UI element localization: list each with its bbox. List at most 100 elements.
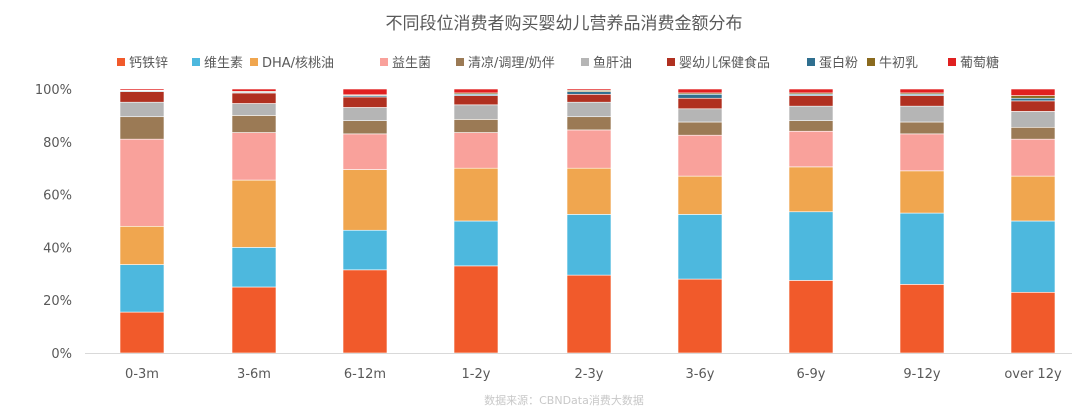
bar-segment (899, 170, 945, 214)
bar-segment (453, 88, 499, 94)
bar-segment (566, 167, 612, 215)
bar-segment (677, 93, 723, 99)
bar-segment (677, 214, 723, 280)
bar-segment (119, 101, 165, 118)
bar-segment (788, 130, 834, 168)
bar-segment (119, 311, 165, 354)
bar-segment (566, 274, 612, 354)
bar-stack (231, 88, 277, 354)
bar-segment (677, 88, 723, 94)
x-tick-label: 2-3y (575, 367, 604, 382)
bar-stack (453, 88, 499, 354)
x-tick-label: 9-12y (903, 367, 941, 382)
bar-segment (788, 211, 834, 281)
bar-segment (453, 104, 499, 120)
x-tick-label: 6-9y (797, 367, 826, 382)
legend-label: 清凉/调理/奶伴 (468, 56, 555, 71)
x-tick-label: 1-2y (462, 367, 491, 382)
legend-item: 牛初乳 (867, 56, 918, 71)
legend-label: 婴幼儿保健食品 (679, 55, 770, 71)
legend-item: 婴幼儿保健食品 (667, 55, 770, 71)
bar-segment (677, 134, 723, 177)
bars (119, 88, 1056, 354)
y-tick-label: 100% (35, 83, 72, 98)
bar-segment (453, 265, 499, 354)
bar-segment (899, 105, 945, 123)
x-tick-label: 3-6y (686, 367, 715, 382)
x-tick-label: 6-12m (344, 367, 386, 382)
bar-segment (566, 116, 612, 131)
legend-item: 维生素 (192, 56, 243, 71)
bar-segment (231, 92, 277, 104)
bar-segment (342, 169, 388, 231)
legend-swatch (250, 58, 258, 66)
bar-stack (1010, 88, 1056, 354)
bar-segment (231, 88, 277, 92)
bar-segment (1010, 220, 1056, 293)
bar-segment (119, 264, 165, 313)
bar-segment (231, 115, 277, 133)
legend-label: 益生菌 (392, 56, 431, 71)
bar-stack (119, 88, 165, 354)
bar-segment (1010, 138, 1056, 177)
bar-segment (342, 88, 388, 96)
bar-segment (788, 166, 834, 213)
bar-segment (566, 88, 612, 91)
legend-swatch (192, 58, 200, 66)
bar-segment (231, 247, 277, 288)
chart-source: 数据来源：CBNData消费大数据 (484, 393, 644, 407)
legend-swatch (867, 58, 875, 66)
bar-segment (342, 120, 388, 135)
bar-segment (899, 133, 945, 172)
bar-segment (1010, 95, 1056, 99)
bar-stack (899, 88, 945, 354)
bar-stack (788, 88, 834, 354)
bar-segment (677, 175, 723, 215)
bar-segment (231, 179, 277, 248)
bar-segment (342, 96, 388, 108)
chart-title: 不同段位消费者购买婴幼儿营养品消费金额分布 (386, 14, 743, 34)
bar-segment (1010, 100, 1056, 112)
bar-segment (231, 286, 277, 354)
bar-segment (342, 107, 388, 121)
bar-segment (788, 105, 834, 121)
bar-segment (119, 91, 165, 103)
bar-segment (788, 280, 834, 354)
bar-segment (566, 101, 612, 118)
y-tick-label: 40% (43, 241, 72, 256)
legend-label: 葡萄糖 (960, 55, 999, 71)
bar-segment (899, 95, 945, 107)
bar-segment (566, 91, 612, 95)
bar-segment (1010, 291, 1056, 354)
x-axis: 0-3m 3-6m 6-12m 1-2y 2-3y 3-6y 6-9y 9-12y over 1… (85, 353, 1072, 382)
legend-swatch (117, 58, 125, 66)
bar-segment (899, 284, 945, 354)
bar-segment (566, 129, 612, 169)
bar-segment (788, 88, 834, 94)
bar-segment (677, 278, 723, 354)
bar-segment (788, 120, 834, 132)
x-tick-label: 3-6m (237, 367, 271, 382)
legend-item: 葡萄糖 (948, 55, 999, 71)
legend-item: DHA/核桃油 (250, 56, 334, 71)
legend-item: 清凉/调理/奶伴 (456, 56, 555, 71)
bar-segment (677, 108, 723, 123)
y-tick-label: 80% (43, 136, 72, 151)
bar-stack (677, 88, 723, 354)
legend-swatch (581, 58, 589, 66)
bar-segment (453, 220, 499, 267)
legend-label: 蛋白粉 (819, 55, 858, 71)
bar-segment (119, 88, 165, 91)
bar-segment (566, 214, 612, 276)
y-tick-label: 0% (51, 347, 72, 362)
bar-segment (231, 103, 277, 116)
bar-segment (453, 95, 499, 106)
legend-label: 钙铁锌 (129, 56, 168, 71)
legend-item: 钙铁锌 (117, 56, 168, 71)
bar-segment (899, 121, 945, 135)
x-tick-label: 0-3m (125, 367, 159, 382)
legend-item: 蛋白粉 (807, 55, 858, 71)
bar-segment (899, 88, 945, 94)
bar-segment (119, 116, 165, 140)
